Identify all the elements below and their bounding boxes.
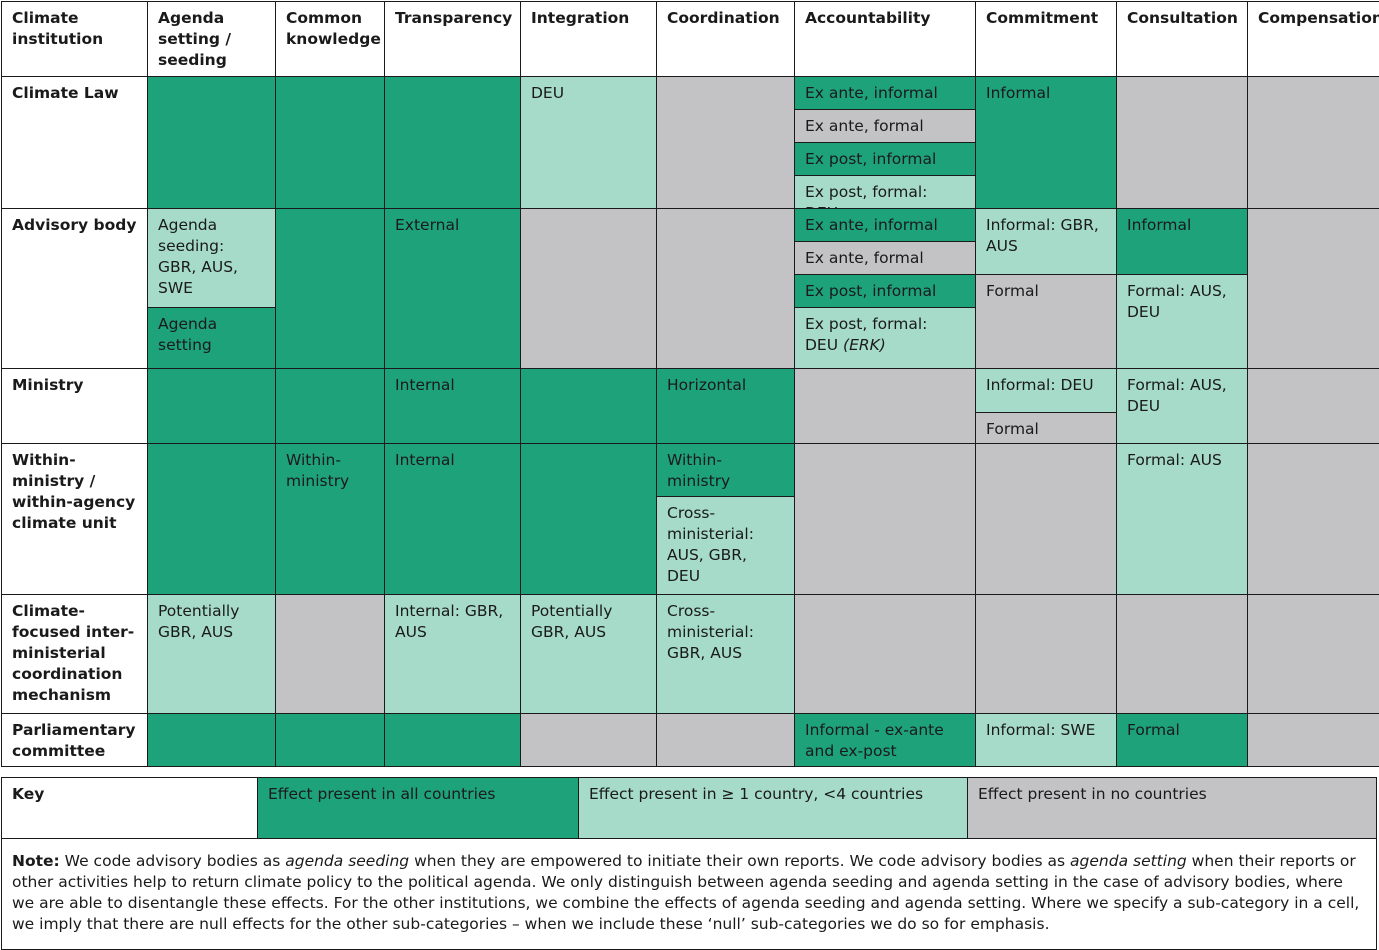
cell-advisory-agenda-setting: Agenda setting bbox=[148, 308, 275, 368]
cell-climate-law-accountability-3: Ex post, informal bbox=[795, 143, 975, 175]
cell-within-ministry-consultation: Formal: AUS bbox=[1117, 444, 1247, 594]
cell-climate-law-agenda bbox=[148, 77, 275, 208]
note-text-1: We code advisory bodies as bbox=[59, 852, 286, 870]
cell-within-ministry-agenda bbox=[148, 444, 275, 594]
cell-parliament-accountability: Informal - ex-ante and ex-post bbox=[795, 714, 975, 766]
cell-ministry-commitment-2: Formal bbox=[976, 413, 1116, 443]
cell-ministry-common-knowledge bbox=[276, 369, 384, 443]
header-agenda-setting: Agenda setting / seeding bbox=[148, 2, 275, 76]
cell-climate-law-accountability-4: Ex post, formal: DEU bbox=[795, 176, 975, 208]
cell-ministry-consultation: Formal: AUS, DEU bbox=[1117, 369, 1247, 443]
header-integration: Integration bbox=[521, 2, 656, 76]
key-legend: Key Effect present in all countries Effe… bbox=[1, 777, 1377, 950]
cell-mechanism-accountability bbox=[795, 595, 975, 713]
row-label-advisory-body: Advisory body bbox=[2, 209, 147, 368]
header-common-knowledge: Common knowledge bbox=[276, 2, 384, 76]
cell-climate-law-common-knowledge bbox=[276, 77, 384, 208]
cell-climate-law-compensation bbox=[1248, 77, 1379, 208]
cell-within-ministry-common-knowledge: Within-ministry bbox=[276, 444, 384, 594]
cell-parliament-common-knowledge bbox=[276, 714, 384, 766]
cell-ministry-integration bbox=[521, 369, 656, 443]
cell-ministry-commitment-1: Informal: DEU bbox=[976, 369, 1116, 412]
cell-mechanism-agenda: Potentially GBR, AUS bbox=[148, 595, 275, 713]
cell-advisory-accountability-4: Ex post, formal: DEU (ERK) bbox=[795, 308, 975, 368]
cell-mechanism-commitment bbox=[976, 595, 1116, 713]
cell-within-ministry-integration bbox=[521, 444, 656, 594]
note-text-2: when they are empowered to initiate thei… bbox=[409, 852, 1071, 870]
cell-advisory-transparency: External bbox=[385, 209, 520, 368]
cell-climate-law-coordination bbox=[657, 77, 794, 208]
cell-ministry-accountability bbox=[795, 369, 975, 443]
cell-mechanism-transparency: Internal: GBR, AUS bbox=[385, 595, 520, 713]
row-label-ministry: Ministry bbox=[2, 369, 147, 443]
key-label: Key bbox=[2, 778, 257, 838]
note-term-agenda-setting: agenda setting bbox=[1070, 852, 1187, 870]
cell-ministry-agenda bbox=[148, 369, 275, 443]
header-commitment: Commitment bbox=[976, 2, 1116, 76]
cell-parliament-agenda bbox=[148, 714, 275, 766]
cell-ministry-compensation bbox=[1248, 369, 1379, 443]
cell-climate-law-transparency bbox=[385, 77, 520, 208]
cell-mechanism-common-knowledge bbox=[276, 595, 384, 713]
cell-mechanism-consultation bbox=[1117, 595, 1247, 713]
cell-parliament-integration bbox=[521, 714, 656, 766]
header-consultation: Consultation bbox=[1117, 2, 1247, 76]
header-transparency: Transparency bbox=[385, 2, 520, 76]
header-accountability: Accountability bbox=[795, 2, 975, 76]
accountability-4-text: Ex post, formal: DEU bbox=[805, 315, 928, 354]
note-term-agenda-seeding: agenda seeding bbox=[285, 852, 410, 870]
cell-within-ministry-transparency: Internal bbox=[385, 444, 520, 594]
header-compensation: Compensation bbox=[1248, 2, 1379, 76]
header-climate-institution: Climate institution bbox=[2, 2, 147, 76]
cell-climate-law-accountability-2: Ex ante, formal bbox=[795, 110, 975, 142]
cell-advisory-accountability-2: Ex ante, formal bbox=[795, 242, 975, 274]
cell-within-ministry-coordination-2: Cross-ministerial: AUS, GBR, DEU bbox=[657, 497, 794, 594]
cell-climate-law-integration: DEU bbox=[521, 77, 656, 208]
cell-climate-law-accountability-1: Ex ante, informal bbox=[795, 77, 975, 109]
cell-advisory-consultation-1: Informal bbox=[1117, 209, 1247, 274]
cell-within-ministry-commitment bbox=[976, 444, 1116, 594]
cell-advisory-agenda-seeding: Agenda seeding: GBR, AUS, SWE bbox=[148, 209, 275, 307]
key-no-countries: Effect present in no countries bbox=[968, 778, 1376, 838]
row-label-within-ministry: Within-ministry / within-agency climate … bbox=[2, 444, 147, 594]
cell-ministry-transparency: Internal bbox=[385, 369, 520, 443]
cell-advisory-consultation-2: Formal: AUS, DEU bbox=[1117, 275, 1247, 368]
cell-advisory-commitment-1: Informal: GBR, AUS bbox=[976, 209, 1116, 274]
cell-advisory-accountability-1: Ex ante, informal bbox=[795, 209, 975, 241]
row-label-parliamentary-committee: Parliamentary committee bbox=[2, 714, 147, 766]
cell-advisory-compensation bbox=[1248, 209, 1379, 368]
cell-ministry-coordination: Horizontal bbox=[657, 369, 794, 443]
cell-mechanism-integration: Potentially GBR, AUS bbox=[521, 595, 656, 713]
cell-parliament-coordination bbox=[657, 714, 794, 766]
header-coordination: Coordination bbox=[657, 2, 794, 76]
effects-table: Climate institution Agenda setting / see… bbox=[1, 1, 1379, 767]
cell-parliament-compensation bbox=[1248, 714, 1379, 766]
row-label-coordination-mechanism: Climate-focused inter-ministerial coordi… bbox=[2, 595, 147, 713]
key-all-countries: Effect present in all countries bbox=[258, 778, 578, 838]
cell-within-ministry-coordination-1: Within-ministry bbox=[657, 444, 794, 496]
cell-advisory-commitment-2: Formal bbox=[976, 275, 1116, 368]
cell-mechanism-coordination: Cross-ministerial: GBR, AUS bbox=[657, 595, 794, 713]
key-some-countries: Effect present in ≥ 1 country, <4 countr… bbox=[579, 778, 967, 838]
table-note: Note: We code advisory bodies as agenda … bbox=[2, 839, 1376, 949]
cell-advisory-common-knowledge bbox=[276, 209, 384, 368]
cell-advisory-accountability-3: Ex post, informal bbox=[795, 275, 975, 307]
note-label: Note: bbox=[12, 852, 60, 870]
erk-label: (ERK) bbox=[843, 336, 886, 354]
cell-climate-law-commitment: Informal bbox=[976, 77, 1116, 208]
cell-mechanism-compensation bbox=[1248, 595, 1379, 713]
cell-within-ministry-compensation bbox=[1248, 444, 1379, 594]
note-text-3: when their reports or other activities h… bbox=[12, 852, 1360, 933]
cell-parliament-transparency bbox=[385, 714, 520, 766]
cell-within-ministry-accountability bbox=[795, 444, 975, 594]
row-label-climate-law: Climate Law bbox=[2, 77, 147, 208]
cell-advisory-integration bbox=[521, 209, 656, 368]
cell-climate-law-consultation bbox=[1117, 77, 1247, 208]
cell-advisory-coordination bbox=[657, 209, 794, 368]
cell-parliament-commitment: Informal: SWE bbox=[976, 714, 1116, 766]
cell-parliament-consultation: Formal bbox=[1117, 714, 1247, 766]
